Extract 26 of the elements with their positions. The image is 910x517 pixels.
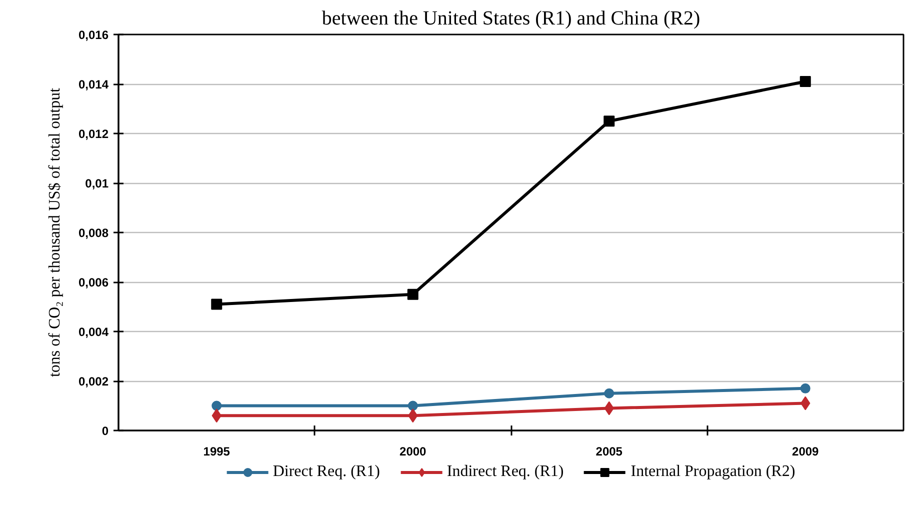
point: [211, 298, 222, 310]
legend-label: Internal Propagation (R2): [630, 463, 796, 481]
x-tick-label: 2005: [596, 444, 623, 458]
x-tick-label: 2000: [400, 444, 427, 458]
chart-title: between the United States (R1) and China (R2): [322, 8, 700, 30]
y-tick-label: 0,016: [78, 28, 109, 42]
point: [604, 388, 614, 398]
point: [800, 383, 810, 394]
y-tick-label: 0,012: [78, 127, 109, 141]
y-tick-label: 0,002: [78, 374, 109, 388]
point: [408, 400, 418, 411]
legend-label: Direct Req. (R1): [272, 463, 380, 481]
y-tick-label: 0,006: [78, 276, 109, 290]
x-tick-label: 2009: [792, 444, 820, 458]
point: [604, 116, 615, 127]
legend-label: Indirect Req. (R1): [446, 463, 564, 481]
y-tick-label: 0,014: [78, 78, 109, 92]
y-tick-label: 0: [102, 424, 109, 438]
x-tick-label: 1995: [203, 444, 230, 458]
y-tick-label: 0,008: [78, 226, 109, 240]
y-axis-title: tons of CO₂ per thousand US$ of total output: [46, 87, 64, 378]
point: [800, 76, 811, 88]
y-tick-label: 0,01: [85, 176, 109, 190]
point: [212, 400, 222, 411]
point: [407, 288, 418, 300]
y-tick-label: 0,004: [78, 325, 109, 339]
